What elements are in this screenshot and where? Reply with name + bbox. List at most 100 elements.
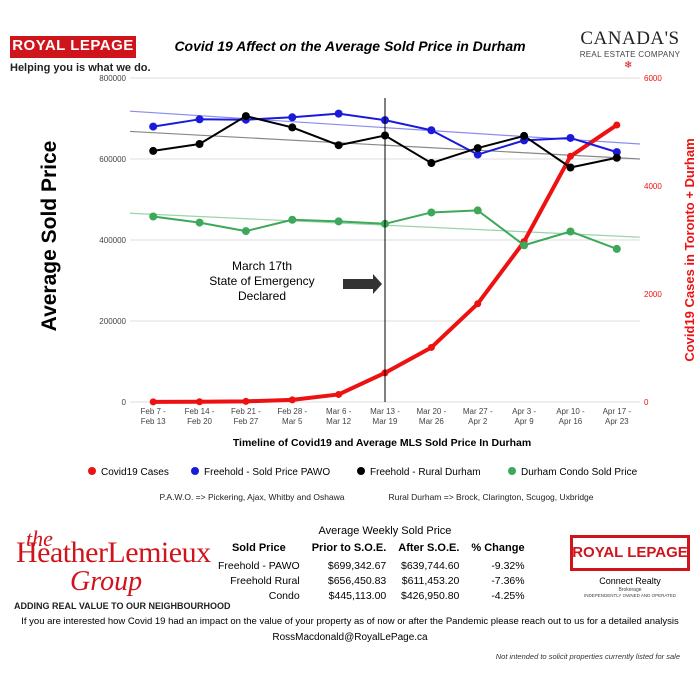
table-cell: $656,450.83 bbox=[327, 575, 387, 587]
table-cell: Freehold - PAWO bbox=[218, 560, 300, 572]
data-point bbox=[474, 300, 482, 308]
data-point bbox=[613, 121, 621, 129]
brand-tagline: Helping you is what we do. bbox=[10, 62, 151, 74]
data-point bbox=[241, 227, 250, 236]
y2-tick-label: 6000 bbox=[644, 74, 662, 83]
x-tick-label: Mar 12 bbox=[326, 417, 351, 426]
canadas-logo-text: CANADA'S bbox=[580, 28, 680, 49]
legend-marker bbox=[508, 467, 516, 475]
table-cell: $445,113.00 bbox=[328, 590, 387, 602]
table-cell: Condo bbox=[268, 590, 300, 602]
legend-label: Freehold - Sold Price PAWO bbox=[204, 467, 330, 478]
x-tick-label: Apr 17 - bbox=[603, 407, 632, 416]
data-point bbox=[473, 206, 482, 215]
data-point bbox=[241, 112, 250, 121]
table-cell: -9.32% bbox=[491, 560, 525, 572]
table-cell: $639,744.60 bbox=[401, 560, 460, 572]
table-cell: $426,950.80 bbox=[401, 590, 460, 602]
contact-email[interactable]: RossMacdonald@RoyalLePage.ca bbox=[272, 632, 428, 643]
brokerage-logo bbox=[570, 535, 690, 571]
x-tick-label: Mar 13 - bbox=[370, 407, 400, 416]
data-point bbox=[149, 146, 158, 155]
x-tick-label: Apr 16 bbox=[559, 417, 583, 426]
data-point bbox=[149, 122, 158, 131]
data-point bbox=[195, 115, 204, 124]
brokerage-type: Brokerage bbox=[618, 587, 642, 593]
y2-tick-label: 4000 bbox=[644, 182, 662, 191]
table-cell: $611,453.20 bbox=[401, 575, 460, 587]
data-point bbox=[566, 133, 575, 142]
data-point bbox=[473, 144, 482, 153]
legend-marker bbox=[191, 467, 199, 475]
data-point bbox=[195, 218, 204, 227]
table-cell: -4.25% bbox=[491, 590, 525, 602]
x-tick-label: Feb 28 - bbox=[277, 407, 307, 416]
x-tick-label: Apr 3 - bbox=[512, 407, 536, 416]
pawo-note: P.A.W.O. => Pickering, Ajax, Whitby and … bbox=[159, 492, 344, 502]
rural-note: Rural Durham => Brock, Clarington, Scugo… bbox=[388, 492, 593, 502]
data-point bbox=[334, 217, 343, 226]
annotation-text: Declared bbox=[238, 289, 286, 303]
x-tick-label: Feb 20 bbox=[187, 417, 212, 426]
table-header: % Change bbox=[471, 542, 525, 554]
data-point bbox=[288, 215, 297, 224]
x-tick-label: Apr 10 - bbox=[556, 407, 585, 416]
y-tick-label: 200000 bbox=[99, 317, 126, 326]
x-tick-label: Feb 7 - bbox=[141, 407, 167, 416]
table-header-row: Sold Price Prior to S.O.E. After S.O.E. … bbox=[212, 538, 531, 559]
brokerage-independent: INDEPENDENTLY OWNED AND OPERATED bbox=[583, 593, 676, 598]
brokerage-office: Connect Realty bbox=[599, 576, 661, 586]
y-tick-label: 600000 bbox=[99, 155, 126, 164]
summary-table-title: Average Weekly Sold Price bbox=[318, 525, 452, 537]
table-header: Prior to S.O.E. bbox=[311, 542, 387, 554]
data-point bbox=[195, 140, 204, 149]
x-tick-label: Feb 13 bbox=[141, 417, 166, 426]
x-tick-label: Mar 5 bbox=[282, 417, 303, 426]
data-point bbox=[473, 150, 482, 159]
table-row: Freehold - PAWO $699,342.67 $639,744.60 … bbox=[212, 559, 531, 574]
canadas-logo-subtitle: REAL ESTATE COMPANY bbox=[579, 50, 681, 59]
summary-table: Sold Price Prior to S.O.E. After S.O.E. … bbox=[212, 538, 531, 604]
legend-label: Durham Condo Sold Price bbox=[521, 467, 638, 478]
x-tick-label: Mar 20 - bbox=[416, 407, 446, 416]
table-cell: -7.36% bbox=[491, 575, 525, 587]
table-row: Freehold Rural $656,450.83 $611,453.20 -… bbox=[212, 574, 531, 589]
data-point bbox=[149, 212, 158, 221]
x-tick-label: Mar 27 - bbox=[463, 407, 493, 416]
y-tick-label: 0 bbox=[122, 398, 127, 407]
maple-leaf-icon: ❄ bbox=[624, 60, 633, 71]
y2-axis-label: Covid19 Cases in Toronto + Durham bbox=[682, 138, 697, 361]
y-tick-label: 800000 bbox=[99, 74, 126, 83]
data-point bbox=[334, 141, 343, 150]
chart-title: Covid 19 Affect on the Average Sold Pric… bbox=[174, 38, 526, 54]
table-header: Sold Price bbox=[231, 542, 286, 554]
x-tick-label: Feb 14 - bbox=[185, 407, 215, 416]
y-tick-label: 400000 bbox=[99, 236, 126, 245]
table-row: Condo $445,113.00 $426,950.80 -4.25% bbox=[212, 589, 531, 604]
royal-lepage-logo bbox=[10, 36, 136, 58]
x-tick-label: Apr 23 bbox=[605, 417, 629, 426]
table-header: After S.O.E. bbox=[398, 542, 460, 554]
data-point bbox=[288, 113, 297, 122]
data-point bbox=[288, 123, 297, 132]
annotation-text: State of Emergency bbox=[209, 274, 314, 288]
x-tick-label: Feb 27 bbox=[233, 417, 258, 426]
data-point bbox=[335, 390, 343, 398]
legend-marker bbox=[357, 467, 365, 475]
data-point bbox=[427, 126, 436, 135]
data-point bbox=[288, 396, 296, 404]
data-point bbox=[520, 131, 529, 140]
group-logo-name: HeatherLemieux bbox=[16, 536, 211, 569]
arrow-icon bbox=[343, 274, 382, 294]
table-cell: $699,342.67 bbox=[327, 560, 387, 572]
y2-tick-label: 2000 bbox=[644, 290, 662, 299]
legend-label: Covid19 Cases bbox=[101, 467, 169, 478]
data-point bbox=[196, 398, 204, 406]
data-point bbox=[566, 227, 575, 236]
data-point bbox=[566, 152, 574, 160]
x-tick-label: Mar 26 bbox=[419, 417, 444, 426]
group-logo-the: the bbox=[26, 526, 53, 551]
y-axis-label: Average Sold Price bbox=[38, 141, 61, 332]
legend-label: Freehold - Rural Durham bbox=[370, 467, 481, 478]
x-tick-label: Mar 6 - bbox=[326, 407, 352, 416]
